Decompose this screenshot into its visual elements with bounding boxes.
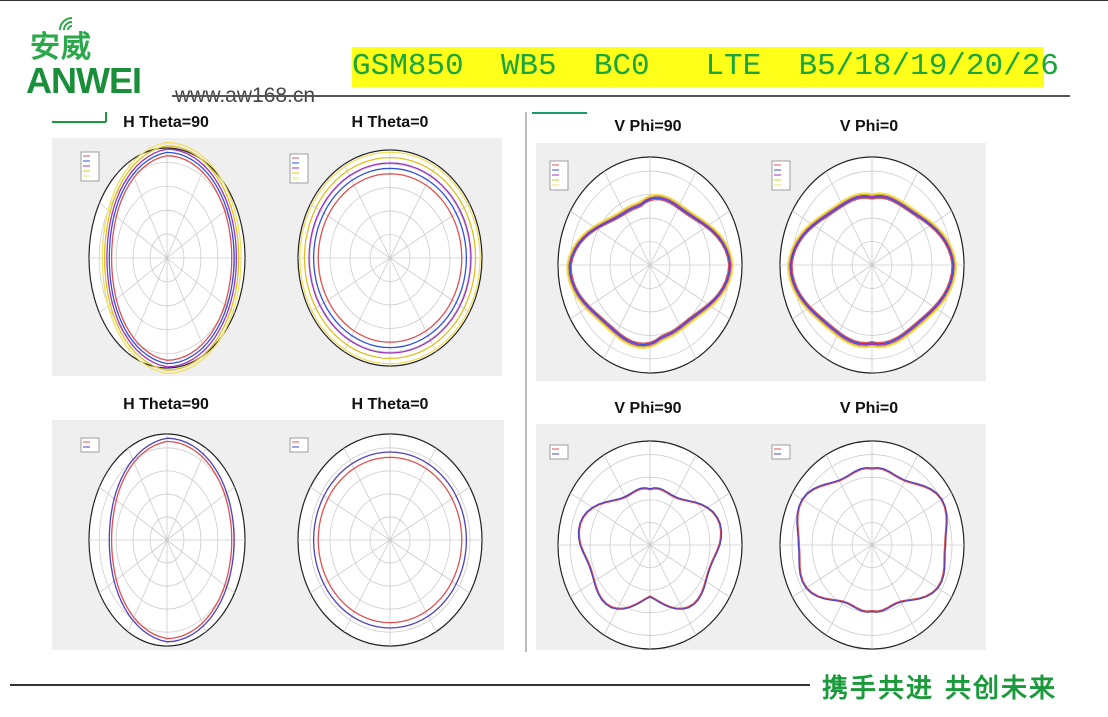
polar-plot-1-trace-3 bbox=[303, 156, 477, 360]
polar-plot-6-spoke-11 bbox=[603, 454, 651, 546]
polar-plot-3-spoke-2 bbox=[871, 210, 952, 266]
polar-plot-5-trace-1 bbox=[312, 451, 468, 629]
plot-title-v-phi90-top: V Phi=90 bbox=[614, 118, 682, 135]
polar-plot-2-trace-2 bbox=[568, 196, 732, 347]
polar-plot-4-spoke-2 bbox=[166, 486, 235, 541]
polar-plot-6-spoke-1 bbox=[649, 454, 697, 546]
polar-plot-2-spoke-4 bbox=[649, 264, 730, 320]
polar-plot-3-trace-4 bbox=[786, 192, 958, 349]
polar-plot-0-trace-2 bbox=[106, 148, 238, 368]
polar-plot-6-legend bbox=[549, 444, 569, 460]
polar-plot-3-spoke-11 bbox=[825, 171, 873, 266]
polar-plot-0-trace-4 bbox=[101, 141, 242, 375]
polar-plot-6-spoke-4 bbox=[649, 544, 730, 598]
polar-plot-2-spoke-11 bbox=[603, 171, 651, 266]
polar-plot-6-spoke-10 bbox=[570, 492, 651, 546]
polar-plot-2-spoke-1 bbox=[649, 171, 697, 266]
polar-plot-7-trace-1 bbox=[796, 466, 948, 613]
band-title-banner: GSM850 WB5 BC0 LTE B5/18/19/20/26 bbox=[352, 47, 1059, 87]
polar-plot-4-spoke-10 bbox=[99, 486, 168, 541]
polar-plot-0-spoke-1 bbox=[166, 162, 207, 259]
polar-plot-4-trace-1 bbox=[108, 437, 235, 643]
polar-plot-0-spoke-11 bbox=[127, 162, 168, 259]
polar-plot-0-spoke-2 bbox=[166, 202, 235, 259]
plot-title-h-theta90-top: H Theta=90 bbox=[123, 114, 209, 131]
polar-plot-6-spoke-8 bbox=[570, 544, 651, 598]
polar-plot-1-trace-1 bbox=[312, 167, 468, 349]
polar-plot-6-trace-1 bbox=[577, 487, 723, 610]
polar-plot-7-spoke-7 bbox=[825, 544, 873, 636]
polar-plot-6-spoke-2 bbox=[649, 492, 730, 546]
polar-plot-2-trace-4 bbox=[566, 193, 734, 350]
polar-plot-7-spoke-11 bbox=[825, 454, 873, 546]
polar-plot-7-spoke-10 bbox=[792, 492, 873, 546]
polar-plot-7-spoke-2 bbox=[871, 492, 952, 546]
header-rule bbox=[172, 95, 1070, 97]
plot-title-h-theta0-top: H Theta=0 bbox=[351, 114, 429, 131]
polar-plot-2-spoke-10 bbox=[570, 210, 651, 266]
polar-plot-7-spoke-1 bbox=[871, 454, 919, 546]
polar-plot-6-spoke-7 bbox=[603, 544, 651, 636]
polar-plot-2-trace-0 bbox=[570, 198, 730, 344]
polar-plot-7-legend bbox=[771, 444, 791, 460]
polar-plot-5-trace-0 bbox=[317, 456, 463, 624]
polar-plot-2-spoke-2 bbox=[649, 210, 730, 266]
polar-plot-2-trace-1 bbox=[569, 197, 731, 346]
polar-plot-1-trace-2 bbox=[308, 162, 472, 354]
polar-plot-4-legend bbox=[80, 437, 100, 453]
plot-title-v-phi0-bottom: V Phi=0 bbox=[839, 400, 899, 417]
logo-chinese-name: 安威 bbox=[30, 30, 92, 65]
polar-plot-3-spoke-1 bbox=[871, 171, 919, 266]
vertical-divider bbox=[525, 112, 527, 652]
polar-plot-3-spoke-8 bbox=[792, 264, 873, 320]
wifi-signal-icon bbox=[59, 17, 73, 31]
polar-plot-2-spoke-5 bbox=[649, 264, 697, 359]
polar-plot-7-trace-0 bbox=[797, 467, 947, 612]
polar-plot-0-trace-0 bbox=[110, 155, 233, 361]
polar-plot-0-trace-1 bbox=[108, 151, 235, 365]
divider-accent bbox=[532, 112, 587, 114]
polar-plot-7-spoke-5 bbox=[871, 544, 919, 636]
polar-plot-4-trace-0 bbox=[110, 440, 233, 640]
polar-plot-4-spoke-4 bbox=[166, 539, 235, 594]
plot-title-v-phi90-bottom: V Phi=90 bbox=[614, 400, 682, 417]
footer-rule bbox=[10, 684, 810, 686]
polar-plot-4-spoke-5 bbox=[166, 539, 207, 632]
polar-plot-0-spoke-4 bbox=[166, 257, 235, 314]
polar-plot-3-spoke-7 bbox=[825, 264, 873, 359]
logo-english-name: ANWEI bbox=[26, 60, 142, 101]
polar-plot-4-spoke-1 bbox=[166, 448, 207, 541]
polar-plot-1-trace-4 bbox=[299, 151, 481, 365]
polar-plot-0-trace-3 bbox=[103, 145, 240, 371]
polar-plot-1-trace-0 bbox=[317, 173, 463, 343]
polar-plot-3-trace-0 bbox=[791, 197, 953, 344]
polar-plot-3-spoke-10 bbox=[792, 210, 873, 266]
footer-slogan: 携手共进 共创未来 bbox=[822, 674, 1058, 704]
polar-plot-4-spoke-7 bbox=[127, 539, 168, 632]
plot-title-v-phi0-top: V Phi=0 bbox=[839, 118, 899, 135]
polar-plot-3-trace-1 bbox=[790, 196, 954, 345]
polar-plot-0-spoke-7 bbox=[127, 257, 168, 354]
polar-plot-2-trace-3 bbox=[567, 195, 733, 348]
polar-plot-3-spoke-5 bbox=[871, 264, 919, 359]
polar-plot-5-legend bbox=[289, 437, 309, 453]
frame-top-border bbox=[0, 0, 1108, 1]
polar-plot-3-spoke-4 bbox=[871, 264, 952, 320]
polar-plot-3-trace-2 bbox=[789, 194, 955, 346]
plot-title-h-theta0-bottom: H Theta=0 bbox=[351, 396, 429, 413]
polar-plot-2-spoke-7 bbox=[603, 264, 651, 359]
polar-plot-3-trace-3 bbox=[787, 193, 957, 348]
plot-title-h-theta90-bottom: H Theta=90 bbox=[123, 396, 209, 413]
polar-plot-6-trace-0 bbox=[578, 488, 722, 609]
polar-plot-4-spoke-8 bbox=[99, 539, 168, 594]
polar-plot-6-spoke-5 bbox=[649, 544, 697, 636]
polar-plot-0-spoke-5 bbox=[166, 257, 207, 354]
polar-plot-2-spoke-8 bbox=[570, 264, 651, 320]
polar-plot-4-spoke-11 bbox=[127, 448, 168, 541]
logo-underline-icon bbox=[52, 112, 107, 123]
